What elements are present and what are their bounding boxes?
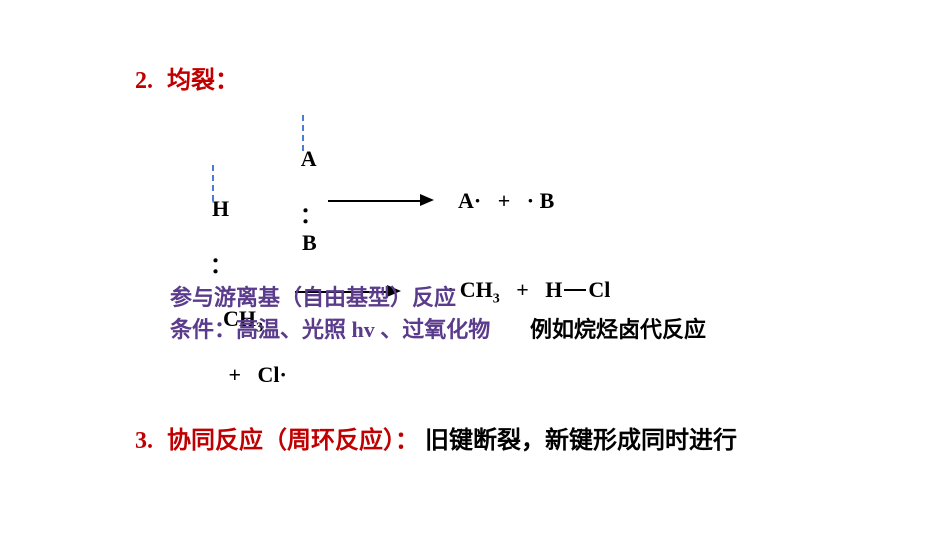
note-line-2b: 例如烷烃卤代反应 [530, 312, 706, 344]
eq2-rhs-plus: + H [500, 277, 563, 302]
eq2-bond [564, 289, 586, 291]
eq2-dots: ： [210, 253, 232, 278]
heading-3-title-red: 协同反应（周环反应）： [167, 428, 419, 454]
heading-2-num: 2. [135, 68, 153, 95]
heading-3-title-black: 旧键断裂，新键形成同时进行 [425, 428, 737, 454]
eq2-plus-cl: + Cl· [212, 362, 287, 387]
eq2-rhs-cl: Cl [588, 277, 610, 302]
eq2-rhs-sub: 3 [493, 291, 500, 306]
eq1-split-mark [302, 115, 305, 151]
heading-3-num: 3. [135, 428, 153, 455]
note-line-1: 参与游离基（自由基型）反应 [170, 280, 456, 312]
heading-2-title: 均裂： [167, 68, 239, 94]
heading-2: 2. 均裂： [135, 60, 239, 95]
heading-3: 3. 协同反应（周环反应）： 旧键断裂，新键形成同时进行 [135, 420, 737, 455]
eq2-split-mark [212, 165, 215, 201]
note-line-2a: 条件：高温、光照 hv 、过氧化物 [170, 312, 490, 344]
